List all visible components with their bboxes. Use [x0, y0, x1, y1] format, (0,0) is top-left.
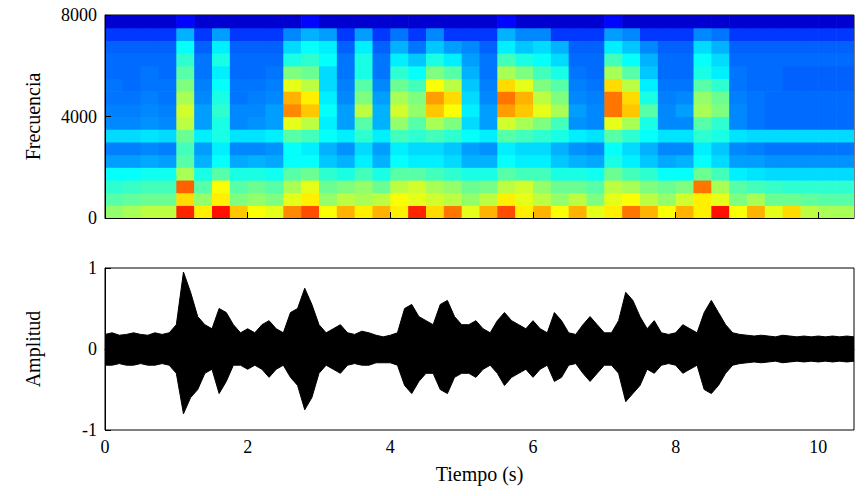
- svg-text:0: 0: [101, 437, 110, 457]
- svg-text:10: 10: [809, 437, 827, 457]
- svg-text:2: 2: [243, 437, 252, 457]
- svg-text:8000: 8000: [61, 5, 97, 25]
- svg-text:Tiempo (s): Tiempo (s): [436, 463, 524, 486]
- svg-text:8: 8: [671, 437, 680, 457]
- svg-text:0: 0: [88, 208, 97, 228]
- svg-text:6: 6: [529, 437, 538, 457]
- svg-text:1: 1: [88, 258, 97, 278]
- svg-text:4000: 4000: [61, 107, 97, 127]
- svg-text:0: 0: [88, 339, 97, 359]
- svg-text:4: 4: [386, 437, 395, 457]
- svg-text:-1: -1: [82, 420, 97, 440]
- svg-text:Amplitud: Amplitud: [22, 311, 45, 388]
- svg-text:Frecuencia: Frecuencia: [22, 73, 44, 161]
